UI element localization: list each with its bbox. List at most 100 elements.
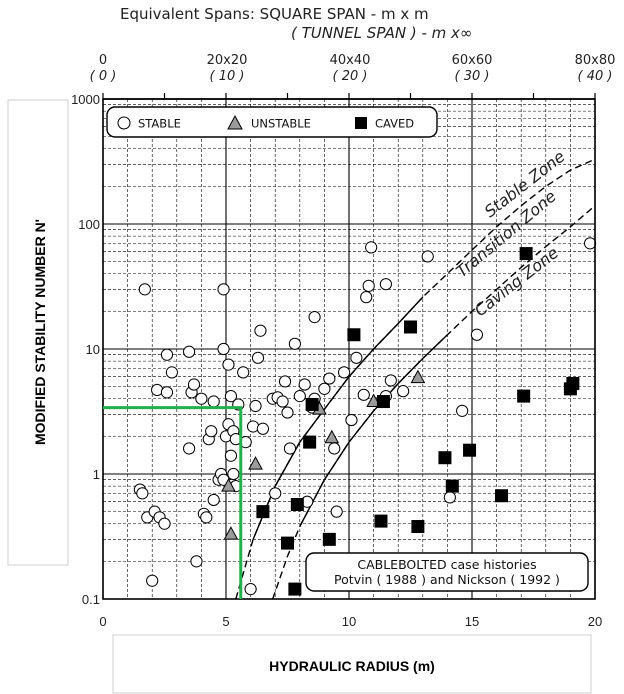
- caved-point: [281, 536, 294, 550]
- zone-boundaries: [235, 158, 596, 600]
- stable-point: [384, 374, 397, 387]
- stable-point: [138, 283, 151, 296]
- stable-point: [397, 385, 410, 398]
- note-line1: CABLEBOLTED case histories: [357, 557, 536, 572]
- legend-stable-label: STABLE: [138, 117, 181, 131]
- caved-point: [305, 397, 319, 411]
- stable-point: [195, 392, 208, 405]
- legend-unstable-marker: [227, 114, 243, 130]
- stable-point: [360, 291, 373, 304]
- stable-point: [160, 386, 174, 399]
- top-axis-ticks: 0 20x20 40x40 60x60 80x80 ( 0 ) ( 10 ) (…: [90, 53, 616, 84]
- top-tick-italic-0: ( 0 ): [90, 69, 117, 84]
- stable-point: [362, 279, 375, 292]
- stable-point: [205, 425, 218, 438]
- stable-point: [470, 328, 484, 341]
- stable-point: [337, 366, 351, 379]
- stable-point: [350, 351, 363, 364]
- top-tick-0: 0: [99, 53, 107, 68]
- stable-point: [224, 449, 238, 462]
- legend-box: [106, 106, 438, 138]
- stable-point: [281, 406, 294, 419]
- axis-ticks: [102, 93, 596, 100]
- stable-point: [330, 505, 343, 518]
- stable-point: [293, 389, 306, 403]
- stable-point: [183, 345, 196, 358]
- stable-point: [456, 404, 469, 417]
- stable-point: [254, 324, 267, 337]
- x-tick-label: 20: [588, 614, 602, 629]
- caved-point: [256, 505, 270, 519]
- x-axis-label: HYDRAULIC RADIUS (m): [269, 658, 435, 674]
- stable-point: [136, 487, 149, 500]
- note: CABLEBOLTED case histories Potvin ( 1988…: [305, 552, 589, 592]
- y-tick-label: 1: [93, 467, 100, 482]
- unstable-point: [221, 478, 236, 492]
- unstable-point: [324, 429, 340, 444]
- caved-point: [404, 320, 417, 334]
- top-tick-1: 20x20: [207, 53, 248, 68]
- y-axis-label: MODIFIED STABILITY NUMBER N': [32, 219, 48, 445]
- top-tick-italic-1: ( 10 ): [210, 69, 245, 84]
- stable-point: [224, 389, 238, 403]
- stable-point: [207, 493, 220, 507]
- unstable-point: [366, 393, 381, 408]
- y-tick-label: 0.1: [82, 592, 100, 607]
- legend-stable-marker: [117, 116, 131, 130]
- stable-point: [165, 366, 178, 379]
- top-axis-title-line1: Equivalent Spans: SQUARE SPAN - m x m: [120, 5, 429, 23]
- stable-point: [190, 555, 203, 568]
- stable-point: [227, 467, 240, 481]
- stable-point: [357, 388, 370, 401]
- stable-point: [583, 237, 597, 250]
- caved-point: [438, 451, 452, 465]
- top-tick-2: 40x40: [330, 53, 371, 68]
- plot-frame: [102, 98, 596, 600]
- x-tick-label: 10: [342, 614, 356, 629]
- x-tick-label: 5: [222, 614, 229, 629]
- caved-point: [566, 376, 580, 390]
- stable-point: [160, 348, 174, 361]
- stable-point: [308, 310, 321, 324]
- stable-point: [187, 378, 201, 391]
- x-tick-label: 0: [99, 614, 106, 629]
- stable-point: [365, 241, 378, 254]
- caved-point: [517, 389, 531, 403]
- stable-point: [249, 399, 262, 413]
- unstable-point: [410, 369, 426, 384]
- legend-caved-label: CAVED: [375, 117, 414, 131]
- unstable-point: [223, 526, 239, 540]
- y-axis-label-box: [7, 99, 69, 566]
- caved-point: [290, 498, 304, 512]
- stable-point: [283, 442, 297, 455]
- legend: STABLE UNSTABLE CAVED: [106, 106, 438, 138]
- x-axis-label-box: [112, 634, 592, 694]
- stable-point: [298, 378, 311, 391]
- stable-point: [146, 574, 159, 587]
- stable-point: [328, 442, 341, 455]
- caved-point: [463, 443, 477, 457]
- note-line2: Potvin ( 1988 ) and Nickson ( 1992 ): [334, 572, 560, 587]
- stable-point: [222, 358, 235, 371]
- caved-point: [376, 395, 390, 409]
- caved-point: [495, 489, 509, 503]
- stable-point: [421, 250, 434, 263]
- caved-point: [288, 582, 302, 596]
- stable-point: [251, 351, 265, 364]
- caved-point: [445, 479, 459, 493]
- stable-point: [217, 283, 230, 296]
- stable-point: [318, 382, 331, 395]
- top-axis-title-line2: ( TUNNEL SPAN ) - m x∞: [291, 24, 472, 42]
- top-tick-italic-2: ( 20 ): [333, 69, 368, 84]
- highlight-region: [103, 406, 243, 599]
- caved-point: [347, 328, 361, 342]
- legend-caved-marker: [355, 117, 367, 129]
- stable-point: [276, 395, 289, 408]
- x-tick-label: 15: [465, 614, 479, 629]
- stable-point: [217, 342, 230, 356]
- stable-point: [244, 583, 257, 596]
- y-tick-label: 10: [86, 342, 100, 357]
- tick-labels: 0 5 10 15 20 0.1 1 10 100 1000: [71, 92, 602, 629]
- top-tick-italic-4: ( 40 ): [578, 69, 613, 84]
